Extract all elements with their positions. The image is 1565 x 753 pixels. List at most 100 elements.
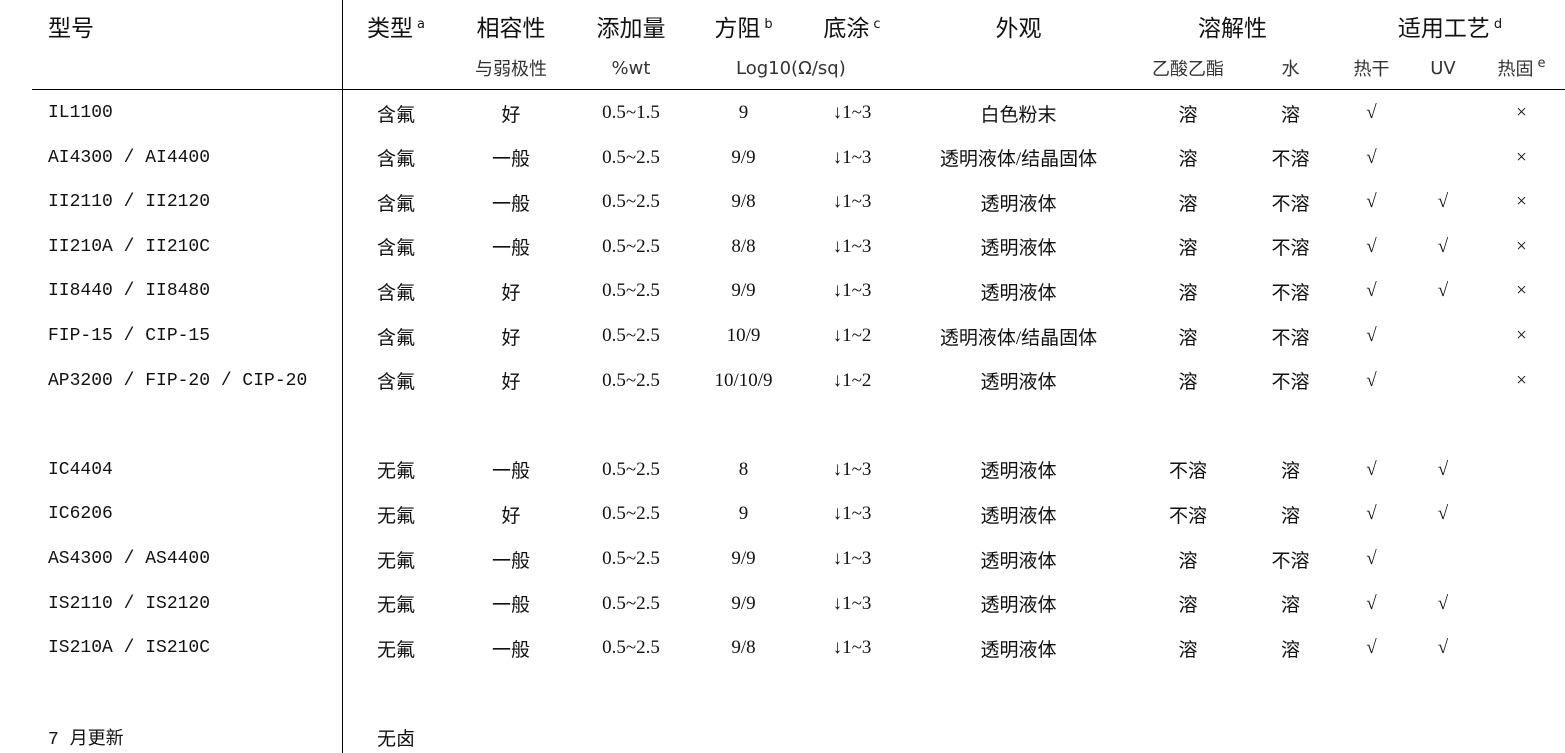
header-add: 添加量 xyxy=(596,16,666,42)
cell-type: 无氟 xyxy=(376,461,415,483)
header-process: 适用工艺 d xyxy=(1397,16,1503,42)
cell-compat: 一般 xyxy=(491,193,530,215)
cell-ea: 溶 xyxy=(1178,104,1198,126)
cell-primer: ↓1~3 xyxy=(832,235,872,257)
cell-model: II2110 / II2120 xyxy=(48,192,211,213)
cell-appearance: 透明液体 xyxy=(980,550,1057,572)
header-solubility: 溶解性 xyxy=(1198,16,1267,42)
subheader-water: 水 xyxy=(1281,59,1300,80)
subheader-uv: UV xyxy=(1430,57,1456,79)
cell-primer: ↓1~2 xyxy=(832,325,872,346)
cell-type: 含氟 xyxy=(376,372,415,394)
cell-uv: √ xyxy=(1437,458,1449,480)
cell-heat-dry: √ xyxy=(1366,637,1377,659)
cell-compat: 一般 xyxy=(491,639,530,661)
cell-primer: ↓1~3 xyxy=(832,146,872,168)
cell-compat: 好 xyxy=(501,104,521,126)
cell-type: 含氟 xyxy=(376,282,415,304)
cell-heat-cure: × xyxy=(1516,325,1527,346)
cell-water: 溶 xyxy=(1280,595,1300,617)
cell-heat-cure: × xyxy=(1516,146,1527,168)
cell-model: FIP-15 / CIP-15 xyxy=(48,326,211,346)
cell-primer: ↓1~3 xyxy=(832,280,872,302)
cell-type: 无氟 xyxy=(376,505,415,527)
cell-resistance: 10/10/9 xyxy=(714,369,773,391)
table-row: FIP-15 / CIP-15 含氟 好 0.5~2.5 10/9 ↓1~2 透明液体/结晶… xyxy=(0,321,1565,351)
cell-primer: ↓1~3 xyxy=(832,458,872,480)
subheader-resistance: Log10(Ω/sq) xyxy=(736,57,846,79)
table-row: II2110 / II2120 含氟 一般 0.5~2.5 9/8 ↓1~3 透明液体 溶 不溶… xyxy=(0,187,1565,217)
cell-compat: 好 xyxy=(501,505,521,527)
cell-heat-dry: √ xyxy=(1366,592,1377,614)
cell-heat-cure: × xyxy=(1516,280,1527,302)
subheader-ea: 乙酸乙酯 xyxy=(1152,59,1224,80)
cell-ea: 溶 xyxy=(1178,327,1198,349)
cell-model: IC6206 xyxy=(48,504,113,525)
cell-water: 溶 xyxy=(1280,639,1300,661)
cell-water: 不溶 xyxy=(1271,372,1310,394)
cell-water: 溶 xyxy=(1280,104,1300,126)
cell-heat-dry: √ xyxy=(1366,191,1377,213)
cell-ea: 不溶 xyxy=(1168,461,1207,483)
cell-appearance: 透明液体 xyxy=(980,193,1057,215)
cell-compat: 好 xyxy=(501,327,521,349)
cell-water: 不溶 xyxy=(1271,193,1310,215)
cell-resistance: 9/9 xyxy=(731,548,756,569)
cell-water: 不溶 xyxy=(1271,327,1310,349)
subheader-heat-dry: 热干 xyxy=(1353,59,1390,80)
cell-resistance: 9 xyxy=(738,102,749,123)
subheader-add: %wt xyxy=(611,57,651,79)
cell-appearance: 透明液体 xyxy=(980,238,1057,260)
cell-add: 0.5~2.5 xyxy=(602,369,660,391)
cell-compat: 一般 xyxy=(491,238,530,260)
cell-appearance: 透明液体/结晶固体 xyxy=(939,149,1098,171)
cell-add: 0.5~2.5 xyxy=(602,548,660,569)
cell-uv: √ xyxy=(1437,280,1449,302)
cell-add: 0.5~2.5 xyxy=(602,280,660,302)
cell-type: 含氟 xyxy=(376,327,415,349)
cell-ea: 溶 xyxy=(1178,372,1198,394)
cell-type: 含氟 xyxy=(376,193,415,215)
cell-heat-dry: √ xyxy=(1366,458,1377,480)
cell-uv: √ xyxy=(1437,191,1449,213)
cell-heat-dry: √ xyxy=(1366,102,1377,123)
cell-heat-dry: √ xyxy=(1366,235,1377,257)
cell-compat: 一般 xyxy=(491,461,530,483)
cell-resistance: 10/9 xyxy=(726,325,761,346)
table-row: AP3200 / FIP-20 / CIP-20 含氟 好 0.5~2.5 10/10/… xyxy=(0,366,1565,396)
cell-resistance: 9/9 xyxy=(731,280,756,302)
table-row: AI4300 / AI4400 含氟 一般 0.5~2.5 9/9 ↓1~3 透明液体/结晶… xyxy=(0,143,1565,173)
cell-type: 无氟 xyxy=(376,595,415,617)
cell-appearance: 透明液体 xyxy=(980,639,1057,661)
cell-model: AI4300 / AI4400 xyxy=(48,147,211,168)
cell-model: AS4300 / AS4400 xyxy=(48,549,211,569)
cell-primer: ↓1~3 xyxy=(832,191,872,213)
table-row: IL1100 含氟 好 0.5~1.5 9 ↓1~3 白色粉末 溶 溶 √ × xyxy=(0,98,1565,128)
cell-add: 0.5~2.5 xyxy=(602,637,660,659)
header-type: 类型 a xyxy=(367,16,425,42)
cell-compat: 一般 xyxy=(491,149,530,171)
cell-primer: ↓1~2 xyxy=(832,369,872,391)
cell-add: 0.5~2.5 xyxy=(602,503,660,525)
cell-resistance: 8/8 xyxy=(731,235,756,257)
table-row: IS210A / IS210C 无氟 一般 0.5~2.5 9/8 ↓1~3 透明液体 溶 溶 √… xyxy=(0,633,1565,663)
cell-water: 溶 xyxy=(1280,505,1300,527)
cell-ea: 溶 xyxy=(1178,595,1198,617)
table-row: 7 月更新 无卤 xyxy=(0,722,1565,752)
table-row: IC6206 无氟 好 0.5~2.5 9 ↓1~3 透明液体 不溶 溶 √ √ xyxy=(0,499,1565,529)
cell-type: 无卤 xyxy=(376,728,415,750)
cell-uv: √ xyxy=(1437,637,1449,659)
cell-heat-cure: × xyxy=(1516,191,1527,213)
cell-appearance: 透明液体 xyxy=(980,505,1057,527)
subheader-heat-cure: 热固 e xyxy=(1497,56,1546,80)
cell-resistance: 9/9 xyxy=(731,146,756,168)
cell-primer: ↓1~3 xyxy=(832,102,872,123)
cell-heat-cure: × xyxy=(1516,235,1527,257)
cell-resistance: 9/9 xyxy=(731,592,756,614)
cell-ea: 溶 xyxy=(1178,238,1198,260)
column-divider xyxy=(342,0,343,753)
cell-water: 不溶 xyxy=(1271,550,1310,572)
cell-add: 0.5~2.5 xyxy=(602,592,660,614)
cell-heat-dry: √ xyxy=(1366,325,1377,346)
cell-primer: ↓1~3 xyxy=(832,637,872,659)
